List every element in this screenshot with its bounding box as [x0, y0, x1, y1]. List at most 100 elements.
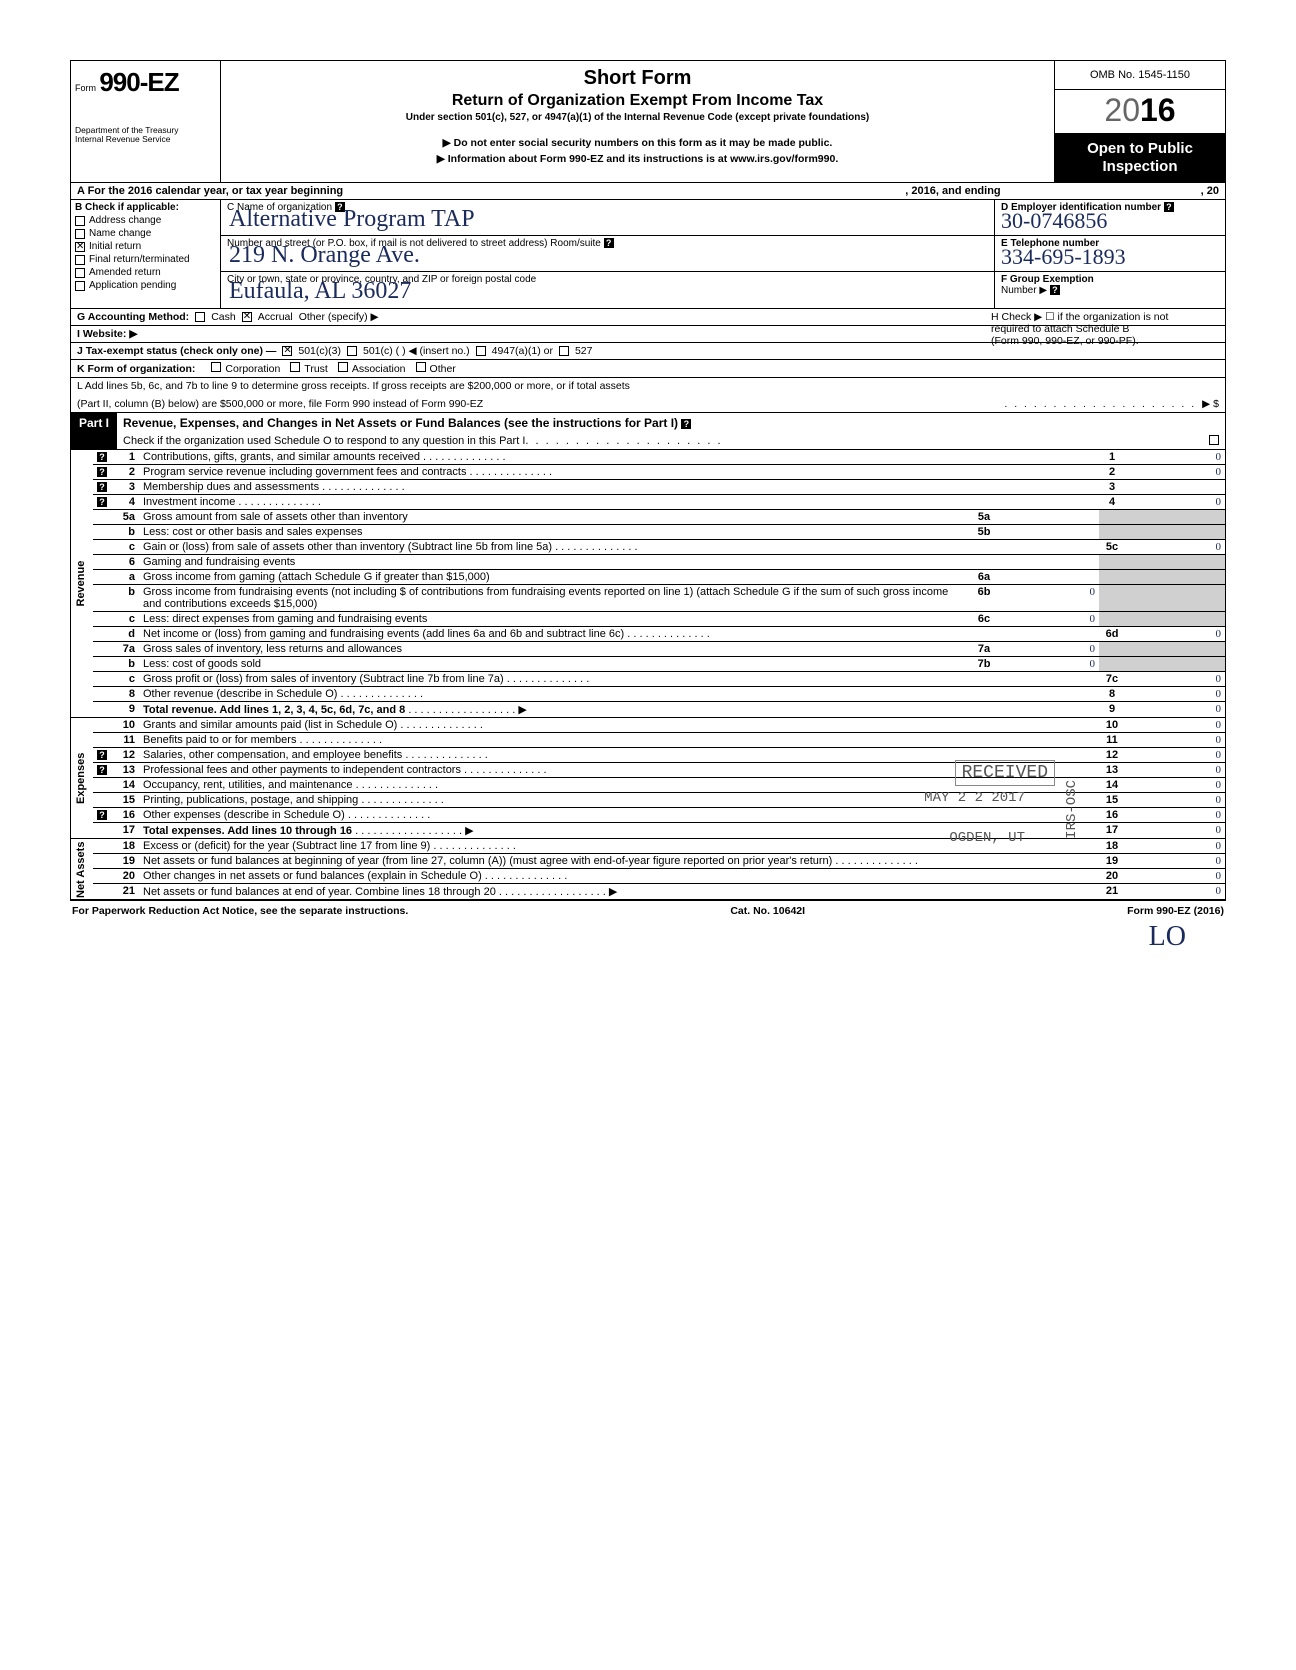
- opt-527: 527: [575, 345, 593, 357]
- checkbox[interactable]: [75, 268, 85, 278]
- q-indicator: [93, 687, 111, 702]
- right-line-val: 0: [1125, 763, 1225, 778]
- checkbox[interactable]: [75, 229, 85, 239]
- checkbox-schedule-o[interactable]: [1209, 435, 1219, 445]
- title-short: Short Form: [231, 67, 1044, 90]
- right-line-num: 1: [1099, 450, 1125, 465]
- q-indicator: [93, 823, 111, 839]
- colb-label: Name change: [89, 228, 151, 239]
- header-center: Short Form Return of Organization Exempt…: [221, 61, 1055, 182]
- row-a-end: , 20: [1201, 185, 1219, 197]
- right-line-num: 4: [1099, 495, 1125, 510]
- rowk-opt: Trust: [304, 363, 328, 375]
- right-line-num: 14: [1099, 778, 1125, 793]
- q-indicator: ?: [93, 450, 111, 465]
- checkbox[interactable]: [75, 281, 85, 291]
- arrow-line-1: ▶ Do not enter social security numbers o…: [231, 137, 1044, 149]
- rowk-opt: Corporation: [225, 363, 280, 375]
- line-desc: Grants and similar amounts paid (list in…: [139, 718, 1099, 733]
- part1-title: Revenue, Expenses, and Changes in Net As…: [117, 413, 1225, 433]
- row-l-line2: (Part II, column (B) below) are $500,000…: [77, 398, 483, 410]
- line-number: b: [111, 657, 139, 672]
- checkbox[interactable]: [338, 362, 348, 372]
- line-number: 20: [111, 869, 139, 884]
- inner-line-num: 7a: [969, 642, 999, 657]
- checkbox[interactable]: [75, 255, 85, 265]
- line-desc: Gross income from fundraising events (no…: [139, 585, 969, 612]
- right-line-val: 0: [1125, 748, 1225, 763]
- q-indicator: [93, 612, 111, 627]
- right-line-val: 0: [1125, 733, 1225, 748]
- q-indicator: ?: [93, 480, 111, 495]
- q-indicator: [93, 657, 111, 672]
- line-number: 16: [111, 808, 139, 823]
- checkbox-accrual[interactable]: [242, 312, 252, 322]
- row-h-l2: required to attach Schedule B: [991, 323, 1219, 335]
- right-line-num: 8: [1099, 687, 1125, 702]
- f-label: F Group Exemption: [1001, 274, 1094, 285]
- checkbox[interactable]: [75, 216, 85, 226]
- org-name-value: Alternative Program TAP: [229, 206, 475, 233]
- checkbox-501c3[interactable]: [282, 346, 292, 356]
- line-row: 17Total expenses. Add lines 10 through 1…: [71, 823, 1225, 839]
- checkbox-4947[interactable]: [476, 346, 486, 356]
- rowk-opt: Other: [430, 363, 456, 375]
- line-row: 11Benefits paid to or for members . . . …: [71, 733, 1225, 748]
- right-line-num: 6d: [1099, 627, 1125, 642]
- line-row: 19Net assets or fund balances at beginni…: [71, 854, 1225, 869]
- line-number: b: [111, 525, 139, 540]
- title-main: Return of Organization Exempt From Incom…: [231, 92, 1044, 110]
- header: Form 990-EZ Department of the Treasury I…: [71, 61, 1225, 183]
- checkbox[interactable]: [211, 362, 221, 372]
- q-indicator: [93, 733, 111, 748]
- line-number: 12: [111, 748, 139, 763]
- row-a: A For the 2016 calendar year, or tax yea…: [71, 183, 1225, 200]
- checkbox-cash[interactable]: [195, 312, 205, 322]
- side-label: Revenue: [71, 450, 93, 718]
- line-desc: Gross income from gaming (attach Schedul…: [139, 570, 969, 585]
- rows-g-to-l: G Accounting Method: Cash Accrual Other …: [71, 309, 1225, 412]
- checkbox-501c[interactable]: [347, 346, 357, 356]
- row-k-label: K Form of organization:: [77, 363, 195, 375]
- right-line-val: 0: [1125, 778, 1225, 793]
- checkbox[interactable]: [290, 362, 300, 372]
- line-desc: Program service revenue including govern…: [139, 465, 1099, 480]
- row-a-label: A For the 2016 calendar year, or tax yea…: [77, 185, 343, 197]
- checkbox-527[interactable]: [559, 346, 569, 356]
- checkbox[interactable]: [416, 362, 426, 372]
- year-bold: 16: [1140, 92, 1176, 128]
- line-desc: Investment income . . . . . . . . . . . …: [139, 495, 1099, 510]
- checkbox[interactable]: [75, 242, 85, 252]
- line-desc: Net assets or fund balances at beginning…: [139, 854, 1099, 869]
- right-line-val: 0: [1125, 450, 1225, 465]
- right-val-shaded: [1125, 555, 1225, 570]
- f-label2: Number ▶: [1001, 285, 1047, 296]
- line-number: 19: [111, 854, 139, 869]
- right-line-num: 20: [1099, 869, 1125, 884]
- inner-line-num: 5a: [969, 510, 999, 525]
- line-number: 5a: [111, 510, 139, 525]
- open-line2: Inspection: [1059, 158, 1221, 176]
- row-h-l3: (Form 990, 990-EZ, or 990-PF).: [991, 335, 1219, 347]
- right-line-num: 19: [1099, 854, 1125, 869]
- line-desc: Other revenue (describe in Schedule O) .…: [139, 687, 1099, 702]
- help-icon: ?: [1050, 285, 1060, 295]
- right-line-val: 0: [1125, 627, 1225, 642]
- line-row: bGross income from fundraising events (n…: [71, 585, 1225, 612]
- colb-label: Application pending: [89, 280, 176, 291]
- right-line-val: 0: [1125, 702, 1225, 718]
- row-l: L Add lines 5b, 6c, and 7b to line 9 to …: [71, 378, 1225, 412]
- line-row: cLess: direct expenses from gaming and f…: [71, 612, 1225, 627]
- q-indicator: ?: [93, 748, 111, 763]
- col-c: C Name of organization ? Alternative Pro…: [221, 200, 995, 308]
- q-indicator: [93, 540, 111, 555]
- line-number: a: [111, 570, 139, 585]
- row-j-label: J Tax-exempt status (check only one) —: [77, 345, 276, 357]
- line-row: bLess: cost of goods sold7b0: [71, 657, 1225, 672]
- line-row: 15Printing, publications, postage, and s…: [71, 793, 1225, 808]
- q-indicator: [93, 854, 111, 869]
- right-num-shaded: [1099, 585, 1125, 612]
- footer-right: Form 990-EZ (2016): [1127, 905, 1224, 917]
- inner-line-num: 7b: [969, 657, 999, 672]
- line-number: 3: [111, 480, 139, 495]
